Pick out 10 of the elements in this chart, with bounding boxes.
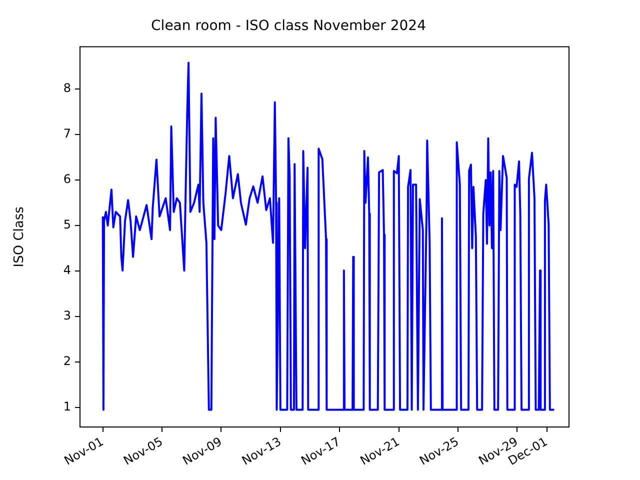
y-tick-label: 6 xyxy=(63,172,71,186)
y-tick-label: 7 xyxy=(63,126,71,141)
y-tick-label: 5 xyxy=(63,218,71,232)
y-tick-label: 3 xyxy=(63,308,71,323)
y-tick-label: 1 xyxy=(63,400,71,414)
y-tick-label: 8 xyxy=(63,81,71,96)
chart-title: Clean room - ISO class November 2024 xyxy=(151,18,426,34)
y-axis-title: ISO Class xyxy=(12,206,28,268)
y-tick-label: 4 xyxy=(63,263,71,278)
y-tick-label: 2 xyxy=(63,354,71,368)
